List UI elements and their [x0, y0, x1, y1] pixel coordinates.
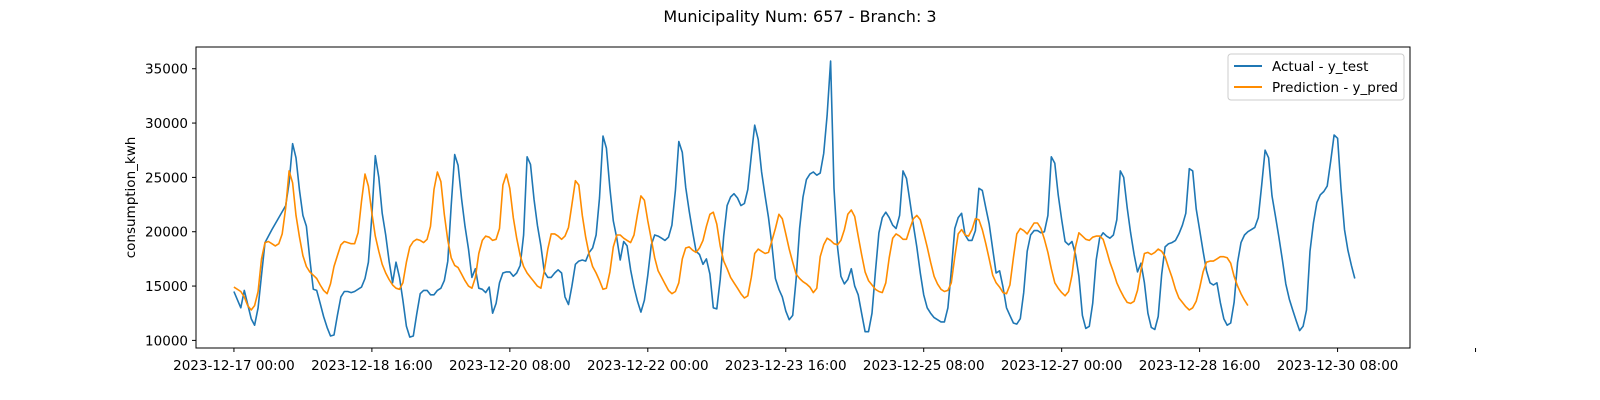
x-tick-label: 2023-12-30 08:00 [1277, 358, 1399, 374]
x-tick-label: 2023-12-25 08:00 [863, 358, 985, 374]
y-tick-label: 25000 [145, 170, 188, 186]
y-tick-label: 10000 [145, 333, 188, 349]
y-tick-label: 15000 [145, 279, 188, 295]
legend-label-prediction: Prediction - y_pred [1272, 80, 1398, 96]
x-tick-label: 2023-12-17 00:00 [173, 358, 295, 374]
chart-title: Municipality Num: 657 - Branch: 3 [663, 7, 936, 26]
x-tick-label: 2023-12-20 08:00 [449, 358, 571, 374]
series-layer [233, 60, 1356, 338]
x-tick-label: 2023-12-23 16:00 [725, 358, 847, 374]
legend-label-actual: Actual - y_test [1272, 59, 1368, 75]
y-tick-label: 20000 [145, 225, 188, 241]
y-tick-label: 35000 [145, 62, 188, 78]
x-tick-label: 2023-12-22 00:00 [587, 358, 709, 374]
y-axis-ticks: 10000 15000 20000 25000 30000 35000 [145, 62, 196, 349]
x-tick-label: 2023-12-28 16:00 [1139, 358, 1261, 374]
y-axis-label: consumption_kwh [123, 137, 139, 259]
series-line-prediction [233, 170, 1249, 311]
series-line-actual [233, 60, 1356, 338]
x-tick-label: 2023-12-27 00:00 [1001, 358, 1123, 374]
legend: Actual - y_test Prediction - y_pred [1227, 53, 1405, 101]
y-tick-label: 30000 [145, 116, 188, 132]
x-axis-ticks: 2023-12-17 00:00 2023-12-18 16:00 2023-12-… [173, 348, 1477, 374]
legend-box [1227, 53, 1405, 101]
plot-frame [195, 46, 1411, 349]
x-tick-label: 2023-12-18 16:00 [311, 358, 433, 374]
